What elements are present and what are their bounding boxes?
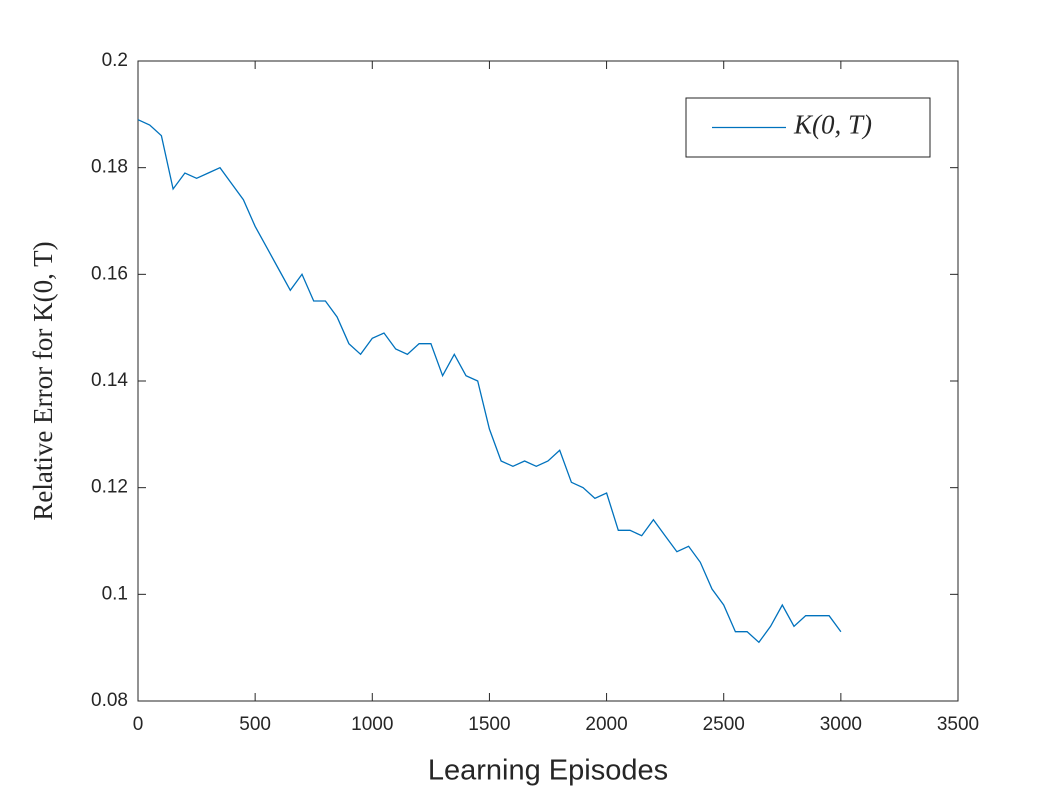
legend-label: K(0, T) bbox=[793, 110, 872, 140]
y-tick-label: 0.08 bbox=[91, 690, 128, 711]
y-tick-label: 0.16 bbox=[91, 263, 128, 284]
y-tick-label: 0.14 bbox=[91, 370, 128, 391]
y-tick-label: 0.12 bbox=[91, 477, 128, 498]
y-axis-label: Relative Error for K(0, T) bbox=[28, 241, 58, 520]
x-tick-label: 2500 bbox=[703, 714, 745, 735]
x-tick-label: 3000 bbox=[820, 714, 862, 735]
legend-box bbox=[685, 97, 931, 158]
x-tick-label: 2000 bbox=[585, 714, 627, 735]
x-tick-label: 0 bbox=[133, 714, 144, 735]
x-tick-label: 1000 bbox=[351, 714, 393, 735]
x-tick-label: 1500 bbox=[468, 714, 510, 735]
x-tick-label: 3500 bbox=[937, 714, 979, 735]
y-tick-label: 0.18 bbox=[91, 157, 128, 178]
x-axis-label: Learning Episodes bbox=[428, 755, 668, 787]
y-tick-label: 0.1 bbox=[102, 583, 128, 604]
x-tick-label: 500 bbox=[239, 714, 271, 735]
y-tick-label: 0.2 bbox=[102, 50, 128, 71]
data-line bbox=[137, 119, 842, 644]
plot-frame bbox=[137, 60, 959, 702]
